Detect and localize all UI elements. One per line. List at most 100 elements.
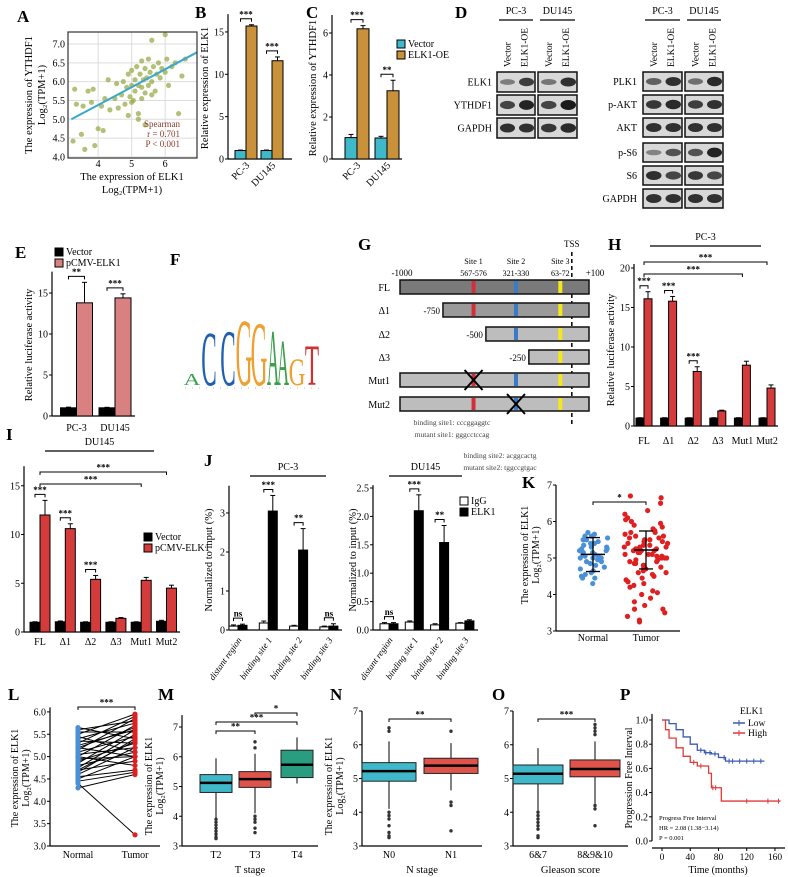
data-point: [165, 82, 172, 89]
bar-vector: [60, 407, 77, 417]
protein-band: [646, 122, 662, 133]
significance-label: ***: [97, 463, 111, 473]
y-tick-label: 7: [353, 707, 358, 718]
protein-band: [560, 77, 576, 87]
logo-letter: A: [277, 327, 289, 400]
data-point-tumor: [660, 606, 666, 612]
data-point: [132, 77, 138, 83]
group-label: DU145: [411, 462, 440, 473]
outlier-point: [253, 817, 257, 821]
data-point: [75, 785, 81, 791]
outlier-point: [214, 832, 218, 836]
data-point-tumor: [640, 562, 646, 568]
data-point-tumor: [657, 500, 664, 506]
bar-igg: [228, 625, 239, 631]
y-tick-label: 4.0: [53, 152, 66, 163]
bar-elk1: [237, 624, 248, 631]
significance-bracket: [380, 73, 394, 78]
construct-bar: [399, 396, 590, 412]
significance-label: **: [231, 722, 241, 732]
y-tick-label: 1: [220, 587, 225, 598]
y-tick-label: 0.0: [357, 626, 370, 637]
x-tick-label: Mut2: [156, 637, 178, 648]
outlier-point: [253, 740, 257, 744]
logo-letter-glyph: C: [201, 314, 216, 402]
significance-label: ***: [84, 560, 98, 570]
plot-background: [68, 32, 197, 158]
data-point: [149, 79, 155, 85]
x-tick-label: 160: [768, 853, 783, 863]
outlier-point: [449, 803, 453, 808]
data-point: [157, 75, 163, 81]
lane-label: Vector: [650, 41, 660, 67]
legend-label: ELK1: [471, 507, 495, 518]
binding-site-mark: [471, 281, 476, 293]
data-point-tumor: [649, 571, 656, 578]
y-axis-unit: Log₂(TPM+1): [21, 749, 32, 806]
bar-igg: [289, 625, 300, 631]
y-tick-label: 5.0: [34, 752, 47, 763]
outlier-point: [536, 817, 540, 821]
data-point: [73, 101, 79, 107]
outlier-point: [593, 722, 597, 727]
blot-panel: [684, 94, 724, 115]
legend-title: ELK1: [740, 707, 763, 717]
mutation-x-mark: [463, 369, 484, 391]
data-point: [137, 71, 143, 77]
y-tick-label: 6: [173, 752, 178, 763]
data-point-tumor: [631, 582, 637, 588]
blot-panel: [642, 117, 683, 138]
logo-letter-glyph: A: [277, 327, 289, 400]
binding-site-mark: [513, 328, 518, 340]
data-point-tumor: [654, 590, 660, 596]
legend-swatch: [54, 258, 64, 268]
data-point-tumor: [654, 553, 660, 559]
y-tick-label: 0.4: [636, 788, 649, 799]
logo-letter-glyph: G: [289, 351, 306, 393]
y-tick-label: 15: [38, 289, 48, 300]
y-tick-label: 3: [220, 509, 225, 520]
data-point: [175, 111, 182, 117]
outlier-point: [214, 820, 218, 824]
outlier-point: [387, 824, 391, 828]
x-tick-label: Mut1: [732, 436, 754, 447]
y-axis-unit: Log₂(TPM+1): [335, 757, 346, 814]
legend-label: ELK1-OE: [408, 50, 449, 61]
data-point: [149, 37, 155, 43]
significance-label: ***: [265, 41, 279, 51]
logo-letter: A: [267, 313, 279, 403]
x-tick-label: PC-3: [66, 423, 87, 434]
protein-label: ELK1: [468, 78, 492, 89]
bar-vector: [635, 417, 645, 427]
y-tick-label: 1.0: [357, 569, 370, 580]
bar-vector: [98, 407, 116, 417]
data-point: [127, 94, 133, 100]
data-point-tumor: [658, 495, 664, 501]
protein-label: S6: [626, 171, 637, 182]
y-tick-label: 5: [353, 774, 358, 785]
y-tick-label: 0: [43, 412, 48, 423]
significance-bracket: [664, 289, 674, 294]
bar-vector: [29, 621, 41, 633]
x-axis-label: N stage: [406, 865, 438, 876]
binding-site-mark: [558, 351, 563, 363]
pair-line: [77, 722, 136, 740]
data-point: [105, 77, 111, 83]
logo-letter: C: [220, 313, 235, 403]
y-tick-label: 0.6: [636, 764, 649, 775]
y-tick-label: 6.0: [34, 707, 47, 718]
y-tick-label: 5.0: [53, 115, 66, 126]
bar-elk1: [328, 625, 339, 631]
significance-bracket: [240, 18, 252, 22]
significance-bracket: [59, 517, 71, 521]
protein-band: [646, 78, 662, 85]
data-point-tumor: [621, 544, 627, 550]
data-point: [150, 64, 157, 70]
bar-pcmv-elk1: [692, 370, 702, 427]
protein-band: [688, 122, 703, 133]
x-tick-label: T3: [249, 850, 260, 861]
data-point: [139, 84, 145, 90]
outlier-point: [449, 800, 453, 804]
bar-vector: [660, 417, 670, 427]
cell-line-label: PC-3: [506, 6, 527, 17]
